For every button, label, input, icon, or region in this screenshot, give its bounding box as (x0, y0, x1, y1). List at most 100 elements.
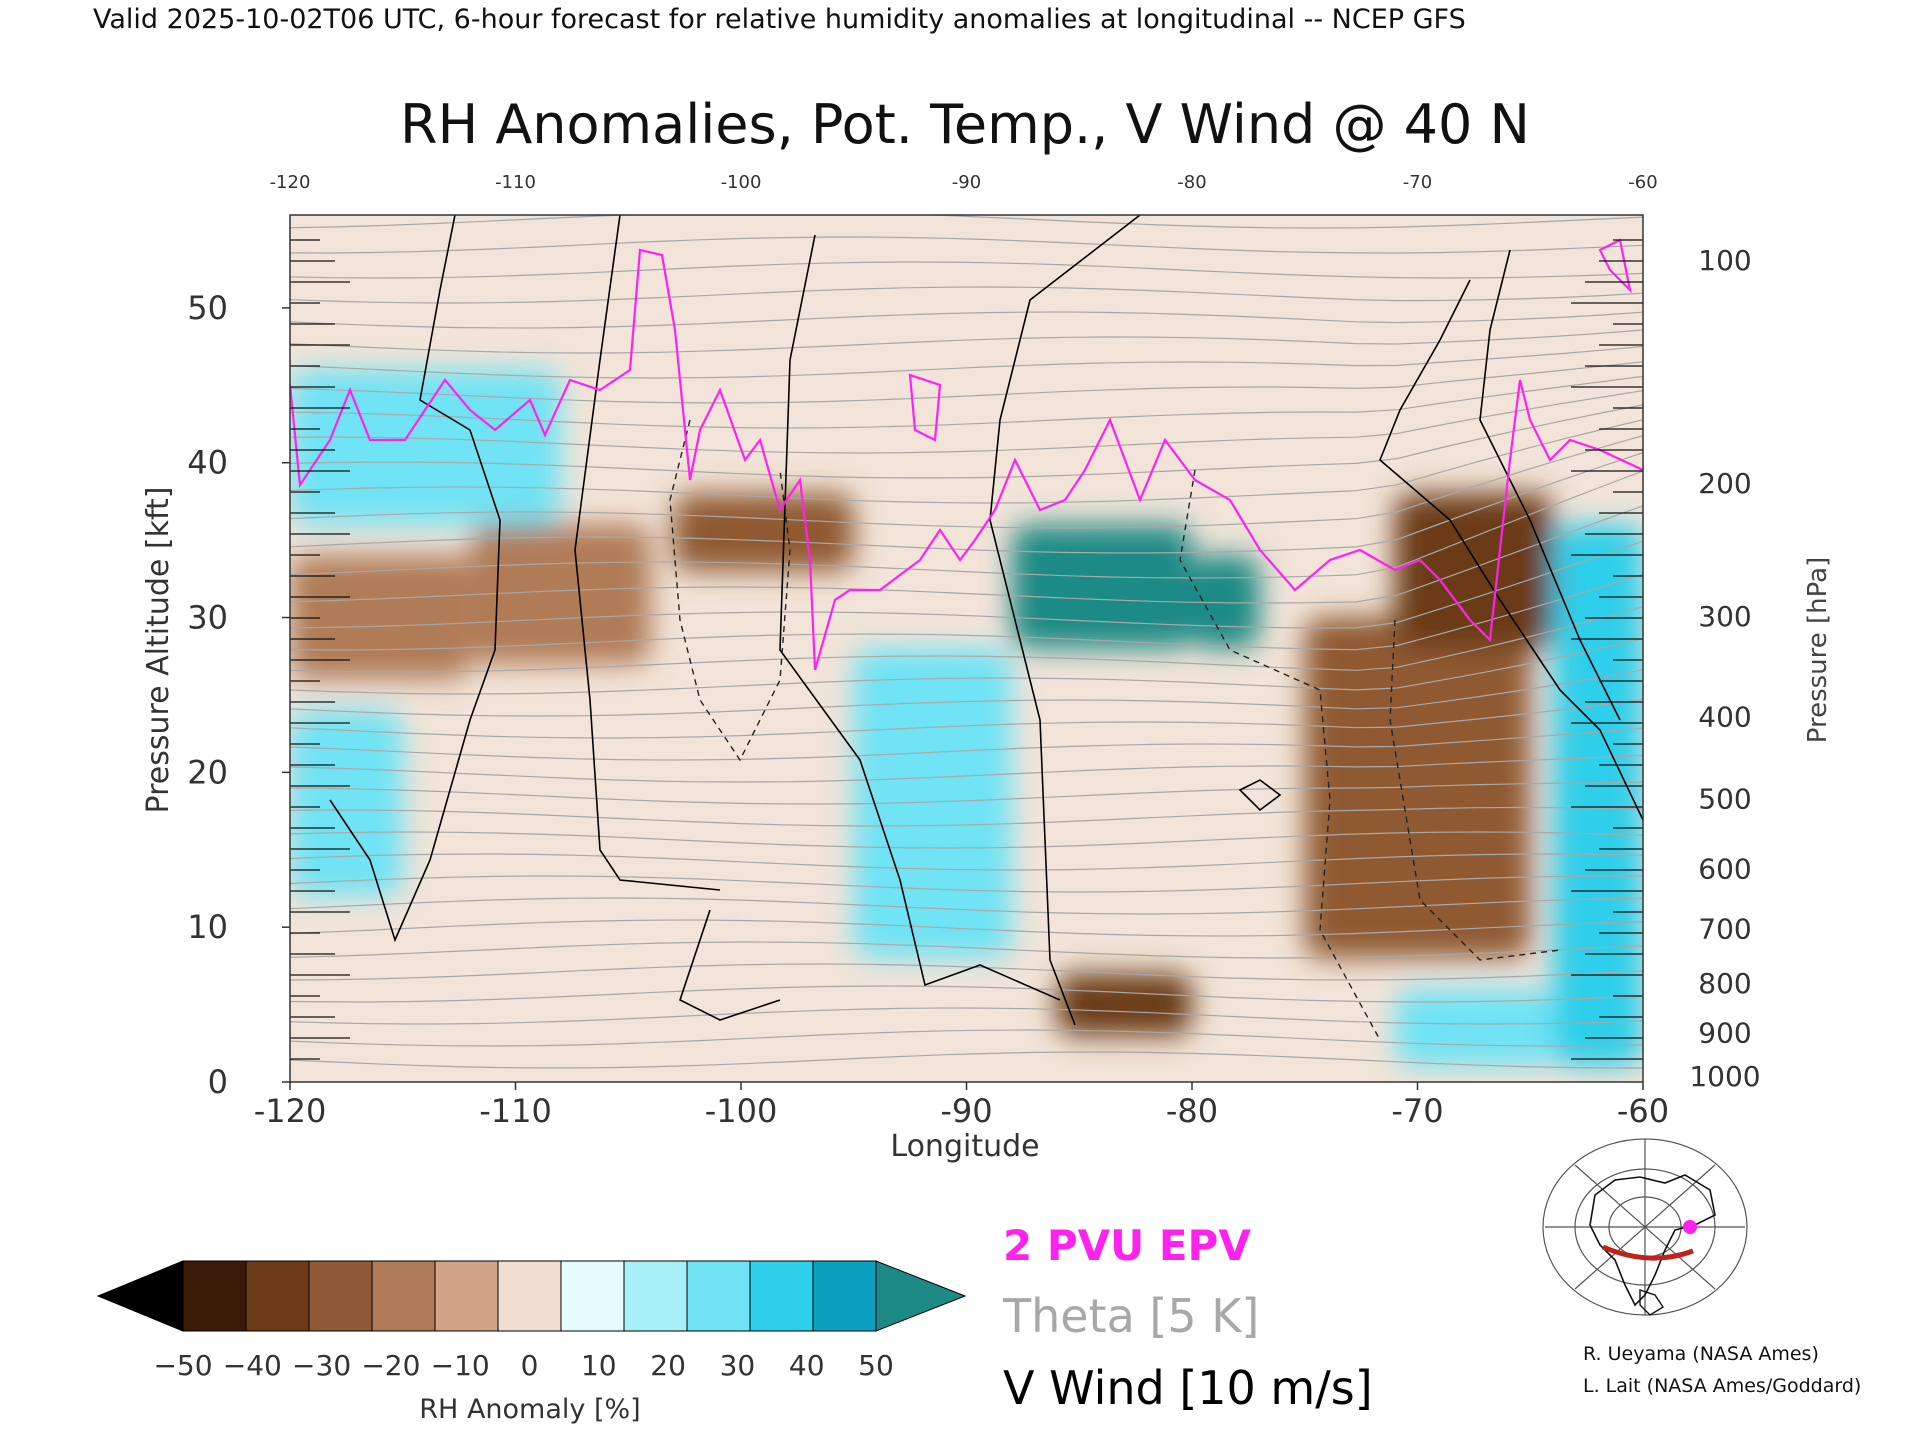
theta-line (290, 638, 1643, 695)
theta-line (290, 875, 1643, 893)
theta-line (290, 419, 1643, 504)
inset-40n-line (1602, 1244, 1694, 1261)
inset-continents (1589, 1174, 1716, 1307)
wind-ticks (290, 239, 1643, 1060)
theta-line (290, 806, 1643, 827)
colorbar-tick-label: −10 (431, 1349, 490, 1382)
y-tick-label: 0 (208, 1063, 228, 1101)
theta-line (290, 261, 1643, 279)
pressure-tick-label: 900 (1698, 1016, 1751, 1049)
y-tick-label: 30 (187, 599, 228, 637)
colorbar-bin (686, 1260, 751, 1332)
pvu-epv-contour (290, 238, 1643, 671)
theta-line (290, 853, 1643, 871)
pressure-tick-label: 200 (1698, 467, 1751, 500)
vwind-negative-line-1 (1179, 469, 1381, 1041)
legend-epv: 2 PVU EPV (1003, 1221, 1251, 1270)
legend-vwind: V Wind [10 m/s] (1003, 1361, 1373, 1415)
top-tick-label: -60 (1628, 172, 1657, 193)
colorbar-bin (560, 1260, 625, 1332)
top-tick-label: -100 (721, 172, 762, 193)
theta-line (290, 669, 1643, 717)
pressure-tick-label: 1000 (1689, 1060, 1760, 1093)
rh-region-1 (470, 524, 651, 664)
colorbar-tick-label: −30 (292, 1349, 351, 1382)
inset-continents-2 (1639, 1289, 1664, 1316)
theta-line (290, 236, 1643, 254)
theta-line (290, 505, 1643, 604)
colorbar-bin (434, 1260, 499, 1332)
y-tick-label: 40 (187, 444, 228, 482)
colorbar-bin (308, 1260, 373, 1332)
theta-line (290, 985, 1643, 1003)
y-tick-label: 10 (187, 908, 228, 946)
theta-line (290, 361, 1643, 404)
rh-region-2 (673, 493, 854, 572)
theta-line (290, 1007, 1643, 1025)
colorbar-bin (497, 1260, 562, 1332)
vwind-negative-line-0 (669, 419, 791, 762)
x-axis-label: Longitude (890, 1129, 1039, 1164)
theta-line (290, 941, 1643, 959)
colorbar-tick-label: 0 (521, 1349, 539, 1382)
colorbar-bin (182, 1260, 247, 1332)
colorbar-bin (623, 1260, 688, 1332)
theta-line (290, 897, 1643, 915)
theta-line (290, 727, 1643, 761)
theta-line (290, 1029, 1643, 1047)
vwind-line-2 (779, 234, 1061, 1001)
vwind-line-4 (1379, 279, 1643, 821)
x-tick-label: -90 (940, 1092, 992, 1130)
vwind-line-5 (1479, 249, 1621, 721)
theta-line (290, 470, 1643, 579)
colorbar-bin (812, 1260, 877, 1332)
theta-line (290, 375, 1643, 429)
colorbar-over-arrow (875, 1260, 967, 1332)
x-tick-label: -110 (479, 1092, 552, 1130)
pv-contour-top (1598, 238, 1632, 294)
vwind-line-7 (1238, 779, 1282, 812)
colorbar-tick-label: −20 (361, 1349, 420, 1382)
pressure-tick-label: 800 (1698, 967, 1751, 1000)
plot-area (290, 215, 1643, 1082)
theta-contours (290, 215, 1643, 1069)
legend: 2 PVU EPV Theta [5 K] V Wind [10 m/s] (1002, 1221, 1373, 1415)
rh-region-10 (1056, 973, 1192, 1036)
colorbar-tick-label: −50 (153, 1349, 212, 1382)
x-tick-label: -60 (1617, 1092, 1669, 1130)
vwind-line-6 (679, 909, 781, 1021)
rh-region-3 (290, 369, 561, 525)
vwind-line-0 (329, 215, 501, 943)
theta-line (290, 573, 1643, 651)
theta-line (290, 781, 1643, 805)
colorbar-bin (245, 1260, 310, 1332)
theta-line (290, 754, 1643, 783)
x-tick-label: -100 (705, 1092, 778, 1130)
theta-line (290, 831, 1643, 849)
y-axis-label-left: Pressure Altitude [kft] (141, 487, 176, 814)
x-tick-label: -80 (1166, 1092, 1218, 1130)
rh-region-7 (1192, 555, 1260, 649)
rh-region-8 (1304, 617, 1531, 959)
x-tick-label: -120 (254, 1092, 327, 1130)
theta-line (290, 435, 1643, 529)
top-tick-label: -80 (1177, 172, 1206, 193)
pressure-tick-label: 600 (1698, 852, 1751, 885)
theta-line (290, 606, 1643, 673)
colorbar-tick-label: 10 (581, 1349, 617, 1382)
rh-anomaly-field (290, 369, 1643, 1067)
pressure-tick-label: 300 (1698, 600, 1751, 633)
top-tick-label: -90 (952, 172, 981, 193)
axes: -120 -110 -100 -90 -80 -70 -60 -120 -110 -100 -90 -… (187, 172, 1760, 1130)
theta-line (290, 329, 1643, 354)
legend-theta: Theta [5 K] (1002, 1289, 1259, 1343)
pv-contour-small (908, 373, 942, 442)
rh-region-9 (1394, 493, 1553, 649)
rh-region-4 (290, 710, 403, 897)
colorbar-under-arrow (96, 1260, 184, 1332)
inset-location-marker (1683, 1220, 1697, 1234)
pressure-tick-label: 100 (1698, 244, 1751, 277)
inset-map (1542, 1138, 1748, 1316)
chart-title: RH Anomalies, Pot. Temp., V Wind @ 40 N (400, 93, 1530, 156)
